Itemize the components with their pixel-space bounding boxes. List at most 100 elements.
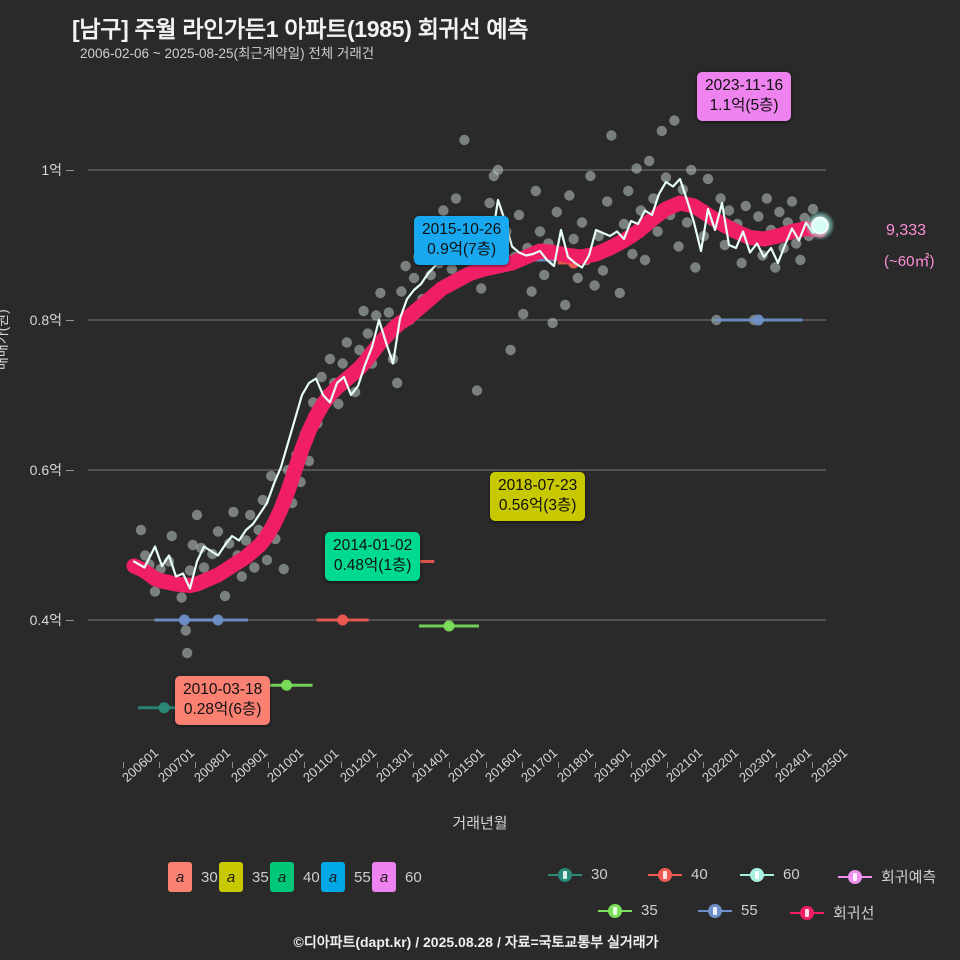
legend-series-label: 40 [691,866,708,883]
legend-series-item-회귀선[interactable]: 회귀선 [790,902,874,923]
legend-series-label: 회귀선 [833,905,875,922]
end-value-label: 9,333 [886,222,927,239]
y-axis-title: 매매가(원) [0,309,10,370]
chart-canvas [88,103,835,714]
end-area-label: (~60㎡) [884,253,935,270]
x-tick-mark [376,762,378,768]
scatter-point [702,173,714,185]
scatter-point [471,385,483,396]
interval-marker-dot [281,679,293,691]
annot-2023[interactable]: 2023-11-16 1.1억(5층) [697,72,792,121]
scatter-point [715,193,726,204]
scatter-point [245,509,256,521]
legend-area-label: 40 [303,868,320,886]
x-tick-mark [703,762,705,768]
scatter-point [597,265,609,276]
y-tick-label: 0.8억 [29,312,62,328]
scatter-point [249,562,260,573]
legend-swatch: a [219,862,243,892]
annotation-value: 1.1억(5층) [709,96,779,114]
annot-2018[interactable]: 2018-07-23 0.56억(3층) [490,472,586,521]
scatter-point [761,193,772,204]
scatter-point [568,233,579,245]
scatter-point [518,308,529,320]
legend-series-item-60[interactable]: 60 [740,866,800,883]
x-tick-mark [630,762,632,768]
legend-marker-icon [598,903,632,919]
scatter-point [606,130,617,141]
scatter-point [257,494,268,506]
legend-marker-icon [838,869,872,885]
scatter-point [224,538,235,549]
scatter-point [198,562,210,573]
scatter-point [358,305,369,317]
scatter-point [191,509,203,521]
scatter-point [673,241,684,252]
legend-series-item-40[interactable]: 40 [648,866,708,883]
scatter-point [623,185,634,197]
legend-area-item-30[interactable]: a 30 [168,862,218,892]
scatter-point [753,211,764,222]
legend-swatch: a [321,862,345,892]
legend-marker-icon [698,903,732,919]
interval-marker-dot [443,620,455,632]
scatter-point [656,125,667,137]
interval-marker-layer [138,254,803,714]
scatter-point [371,310,382,321]
legend-marker-icon [648,867,682,883]
scatter-point [551,206,562,218]
footer-text: ©디아파트(dapt.kr) / 2025.08.28 / 자료=국토교통부 실… [293,934,659,950]
annotation-date: 2010-03-18 [183,681,263,698]
x-tick-mark [594,762,596,768]
scatter-point [446,263,457,275]
scatter-point [196,542,207,554]
legend-area-item-40[interactable]: a 40 [270,862,320,892]
annot-2015[interactable]: 2015-10-26 0.9억(7층) [414,216,510,265]
legend-area-item-60[interactable]: a 60 [372,862,422,892]
scatter-point [660,172,672,183]
annot-2014[interactable]: 2014-01-02 0.48억(1층) [325,532,421,581]
legend-swatch: a [372,862,396,892]
scatter-point [736,257,747,269]
legend-series-label: 55 [741,902,758,919]
scatter-point [266,470,277,482]
annotation-value: 0.9억(7층) [427,240,497,258]
scatter-point [166,530,177,542]
legend-series-item-35[interactable]: 35 [598,902,658,919]
scatter-point [240,535,252,546]
scatter-point [176,592,187,603]
chart-subtitle: 2006-02-06 ~ 2025-08-25(최근계약일) 전체 거래건 [80,46,375,61]
legend-series-item-회귀예측[interactable]: 회귀예측 [838,866,936,887]
legend-marker-icon [790,905,824,921]
scatter-point [740,200,751,212]
scatter-point [341,337,352,348]
scatter-point [631,163,642,174]
scatter-point [576,217,588,228]
x-tick-mark [776,762,777,768]
legend-area-item-55[interactable]: a 55 [321,862,371,892]
interval-marker-dot [158,702,170,714]
y-tick-mark [66,320,74,321]
scatter-point [492,164,504,176]
legend-area-label: 30 [201,868,218,886]
scatter-point [140,550,151,561]
y-tick-mark [66,170,74,171]
legend-area-item-35[interactable]: a 35 [219,862,269,892]
y-tick-label: 0.6억 [29,462,62,478]
scatter-point [530,185,541,197]
annot-2010[interactable]: 2010-03-18 0.28억(6층) [175,676,271,725]
interval-marker-dot [337,614,349,626]
legend-series-item-55[interactable]: 55 [698,902,758,919]
legend-series-item-30[interactable]: 30 [548,866,608,883]
scatter-point [547,317,558,329]
scatter-point [686,164,697,176]
scatter-point [278,563,289,575]
scatter-point [438,205,449,216]
scatter-point [459,134,470,146]
interval-marker-dot [752,314,764,326]
x-tick-mark [449,762,451,768]
x-tick-mark [413,762,415,768]
annotation-date: 2023-11-16 [705,77,784,94]
interval-marker-dot [212,614,224,626]
